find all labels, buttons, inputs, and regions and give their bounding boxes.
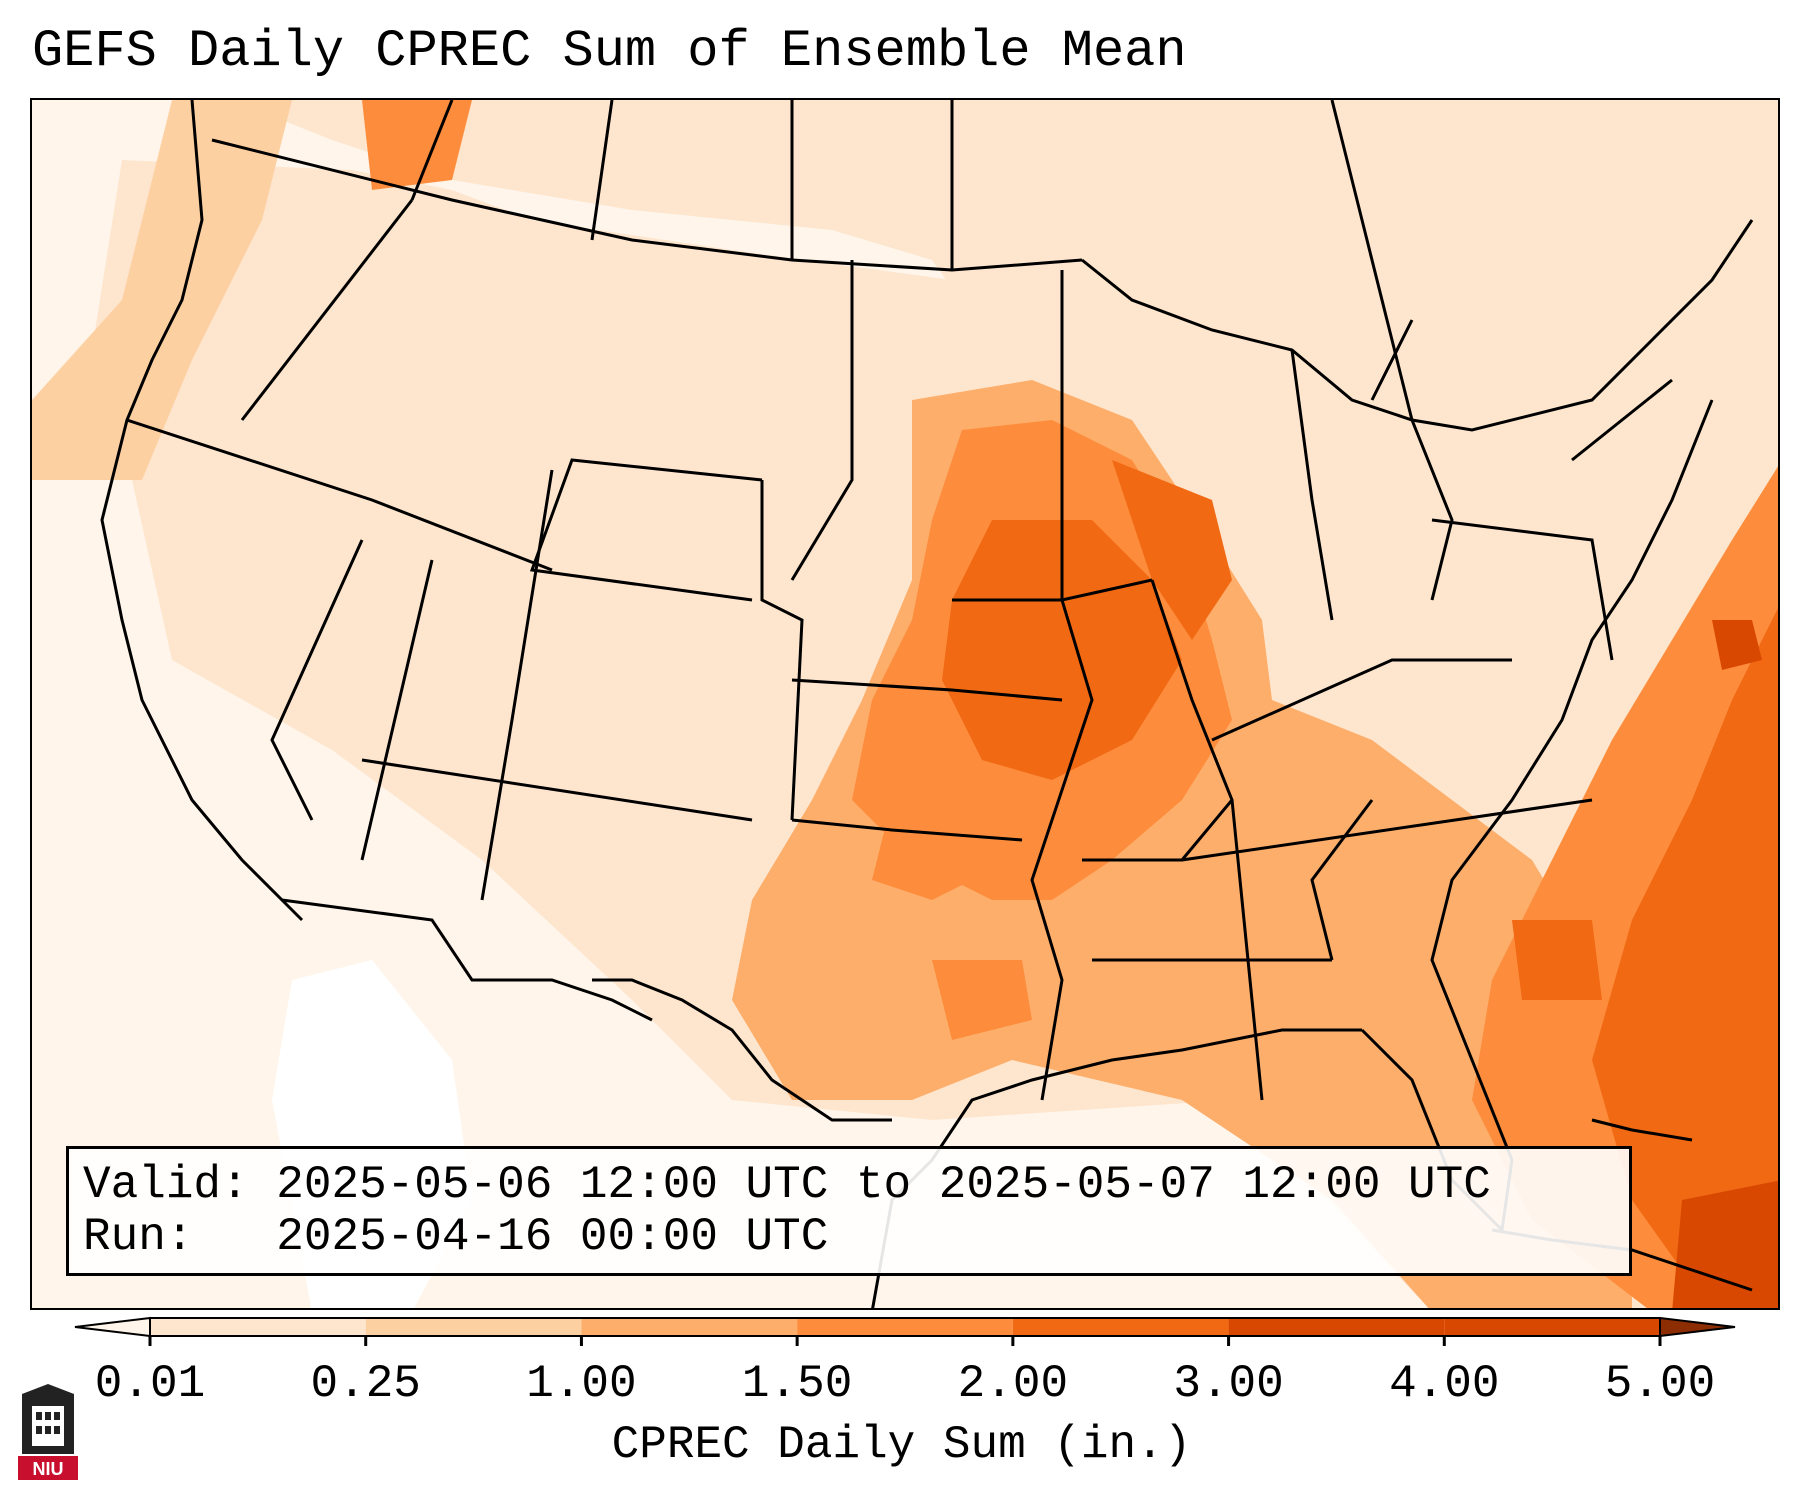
colorbar-outline [149, 1317, 1661, 1337]
run-label: Run: [83, 1211, 194, 1263]
map-title: GEFS Daily CPREC Sum of Ensemble Mean [32, 22, 1187, 81]
map-canvas [32, 100, 1778, 1308]
precip-shading [32, 100, 1778, 1308]
colorbar-tick-label: 1.00 [526, 1358, 637, 1410]
run-value: 2025-04-16 00:00 UTC [276, 1211, 829, 1263]
state-borders [100, 100, 1754, 1308]
colorbar-tick-label: 0.01 [94, 1358, 206, 1410]
colorbar-label: CPREC Daily Sum (in.) [611, 1419, 1192, 1471]
colorbar-segment [365, 1318, 582, 1336]
valid-value: 2025-05-06 12:00 UTC to 2025-05-07 12:00… [276, 1159, 1491, 1211]
valid-label: Valid: [83, 1159, 249, 1211]
colorbar-tick-label: 1.50 [741, 1358, 853, 1410]
colorbar-extend-high [1659, 1316, 1736, 1338]
colorbar-tick-label: 5.00 [1604, 1358, 1716, 1410]
niu-logo: NIU [18, 1384, 78, 1480]
svg-text:NIU: NIU [33, 1459, 64, 1479]
colorbar-segment [797, 1318, 1013, 1336]
valid-run-info-box: Valid: 2025-05-06 12:00 UTC to 2025-05-0… [66, 1146, 1632, 1276]
colorbar-tick-label: 3.00 [1173, 1358, 1284, 1410]
colorbar-tick-label: 0.25 [310, 1358, 421, 1410]
colorbar-segment [1228, 1318, 1445, 1336]
colorbar-segment [1444, 1318, 1660, 1336]
colorbar-segment [581, 1318, 798, 1336]
precipitation-map [30, 98, 1780, 1310]
colorbar-segment [1012, 1318, 1229, 1336]
colorbar-tick-label: 2.00 [957, 1358, 1069, 1410]
colorbar-tick-label: 4.00 [1389, 1358, 1500, 1410]
colorbar-segment [150, 1318, 366, 1336]
colorbar-extend-low [74, 1316, 151, 1338]
